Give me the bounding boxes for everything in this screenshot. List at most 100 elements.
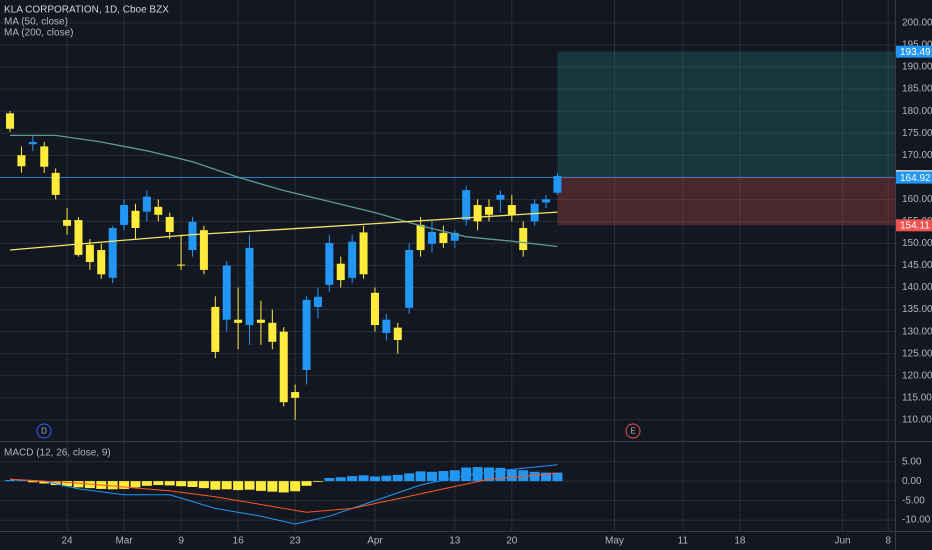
candle-body <box>382 319 391 333</box>
earnings-marker[interactable]: E <box>625 423 641 439</box>
x-tick-label: 24 <box>61 536 73 547</box>
candle-body <box>393 327 402 341</box>
macd-histogram-bar <box>415 471 426 482</box>
price-label: 164.92 <box>900 173 931 184</box>
candle-body <box>507 205 516 215</box>
candle-body <box>120 205 129 225</box>
candle-body <box>85 244 94 262</box>
y-tick-label: 190.00 <box>902 62 932 73</box>
candle-body <box>439 232 448 243</box>
macd-histogram-bar <box>198 481 209 489</box>
macd-histogram-bar <box>62 481 73 487</box>
candle-body <box>519 227 528 251</box>
candle-body <box>325 242 334 285</box>
macd-tick-label: -5.00 <box>902 495 925 506</box>
candle-body <box>51 172 60 195</box>
price-label-box <box>896 171 932 184</box>
x-tick-label: 20 <box>506 536 518 547</box>
y-tick-label: 110.00 <box>902 414 932 425</box>
candle-body <box>336 263 345 281</box>
macd-histogram-bar <box>484 467 495 482</box>
candle-body <box>473 205 482 222</box>
candle-body <box>28 142 37 145</box>
macd-histogram-bar <box>301 481 312 486</box>
profit-zone <box>557 51 895 177</box>
macd-histogram-bar <box>381 475 392 482</box>
candle-body <box>279 331 288 403</box>
macd-histogram-bar <box>221 481 232 490</box>
y-tick-label: 195.00 <box>902 40 932 51</box>
candle-body <box>348 241 357 278</box>
y-tick-label: 160.00 <box>902 194 932 205</box>
marker-letter: E <box>630 427 635 436</box>
x-tick-label: Mar <box>115 536 133 547</box>
macd-histogram-bar <box>506 469 517 482</box>
candle-body <box>177 264 186 266</box>
candle-body <box>234 319 243 323</box>
marker-circle <box>36 423 52 439</box>
candle-body <box>416 224 425 251</box>
macd-histogram-bar <box>119 481 130 489</box>
macd-histogram-bar <box>541 472 552 482</box>
macd-histogram-bar <box>244 481 255 490</box>
dividend-marker[interactable]: D <box>36 423 52 439</box>
macd-histogram-bar <box>141 481 152 486</box>
candle-body <box>302 299 311 370</box>
macd-histogram-bar <box>164 481 175 486</box>
candle-body <box>530 203 539 222</box>
price-label-box <box>896 45 932 58</box>
candle-body <box>165 216 174 232</box>
macd-tick-label: 0.00 <box>902 476 922 487</box>
candle-body <box>496 194 505 200</box>
price-label: 154.11 <box>900 220 930 231</box>
price-label-box <box>896 219 932 232</box>
y-tick-label: 170.00 <box>902 150 932 161</box>
candle-body <box>462 190 471 221</box>
macd-histogram-bar <box>449 470 460 482</box>
y-tick-label: 135.00 <box>902 304 932 315</box>
candle-body <box>268 322 277 342</box>
macd-histogram-bar <box>438 471 449 482</box>
candle-body <box>199 230 208 270</box>
macd-title: MACD (12, 26, close, 9) <box>4 448 111 459</box>
candle-body <box>291 392 300 398</box>
macd-histogram-bar <box>130 481 141 488</box>
x-tick-label: 18 <box>734 536 746 547</box>
macd-histogram-bar <box>16 480 27 482</box>
macd-tick-label: 5.00 <box>902 456 922 467</box>
macd-line <box>9 464 558 525</box>
candle-body <box>63 220 72 226</box>
macd-histogram-bar <box>290 481 301 492</box>
candle-body <box>427 231 436 244</box>
y-tick-label: 175.00 <box>902 128 932 139</box>
y-tick-label: 140.00 <box>902 282 932 293</box>
macd-histogram-bar <box>176 481 187 487</box>
macd-histogram-bar <box>210 481 221 490</box>
candle-body <box>405 250 414 308</box>
moving-average <box>9 211 558 251</box>
x-tick-label: 11 <box>678 536 689 547</box>
macd-histogram-bar <box>335 477 346 482</box>
price-label: 193.49 <box>900 47 931 58</box>
candle-body <box>245 247 254 326</box>
candle-body <box>553 175 562 193</box>
macd-histogram-bar <box>358 475 369 482</box>
macd-histogram-bar <box>84 481 95 489</box>
candle-body <box>74 220 83 255</box>
x-tick-label: 16 <box>233 536 245 547</box>
labels: 24 Mar 9 16 23 Apr 13 20 May 11 18 Jun 8 110.00 115.00… <box>61 18 932 547</box>
macd-histogram-bar <box>392 474 403 482</box>
marker-circle <box>625 423 641 439</box>
macd-histogram-bar <box>278 481 289 493</box>
macd-histogram-bar <box>267 481 278 492</box>
y-tick-label: 150.00 <box>902 238 932 249</box>
macd-histogram-bar <box>107 481 118 490</box>
macd-histogram-bar <box>529 471 540 482</box>
macd-histogram-bar <box>5 479 16 482</box>
marks <box>0 51 895 525</box>
macd-histogram-bar <box>495 467 506 482</box>
macd-histogram-bar <box>27 481 38 483</box>
loss-zone <box>557 176 895 226</box>
